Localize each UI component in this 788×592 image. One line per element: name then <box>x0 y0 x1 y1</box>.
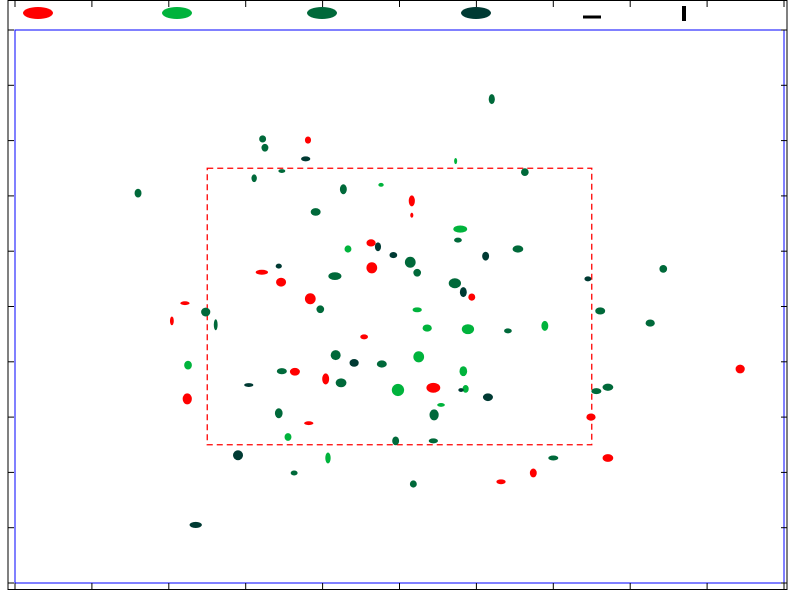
point <box>278 169 286 173</box>
legend-swatch <box>162 7 192 19</box>
point <box>378 182 384 187</box>
point <box>645 319 655 327</box>
point <box>169 316 174 326</box>
point <box>374 242 382 252</box>
point <box>504 328 512 334</box>
point <box>276 277 287 287</box>
point <box>134 188 142 198</box>
point <box>521 168 529 176</box>
point <box>233 450 244 461</box>
point <box>482 251 490 261</box>
point <box>310 208 321 216</box>
point <box>304 136 312 144</box>
point <box>182 393 192 405</box>
point <box>410 212 414 218</box>
point <box>412 307 422 313</box>
point <box>422 324 432 332</box>
region-box <box>206 167 593 446</box>
point <box>339 184 347 195</box>
point <box>284 433 292 441</box>
point <box>437 402 445 407</box>
point <box>488 94 495 105</box>
point <box>289 367 300 376</box>
point <box>454 237 462 243</box>
point <box>512 245 524 253</box>
point <box>413 268 422 277</box>
point <box>366 262 378 274</box>
point <box>496 479 506 485</box>
point <box>335 378 347 388</box>
point <box>548 455 559 461</box>
point <box>391 383 405 397</box>
point <box>349 359 359 367</box>
point <box>482 393 493 402</box>
point <box>389 252 398 259</box>
legend-swatch <box>461 7 491 19</box>
point <box>330 350 341 361</box>
point <box>251 174 257 183</box>
point <box>541 320 549 331</box>
point <box>325 452 331 464</box>
point <box>659 265 668 273</box>
point <box>428 438 438 444</box>
axes-frame <box>7 0 788 590</box>
point <box>413 351 425 363</box>
point <box>404 256 416 268</box>
legend-swatch <box>23 7 53 19</box>
point <box>454 158 458 165</box>
point <box>316 305 325 314</box>
point <box>584 276 592 282</box>
point <box>201 307 211 317</box>
point <box>328 272 342 280</box>
point <box>591 388 602 395</box>
point <box>602 383 614 391</box>
point <box>259 135 267 143</box>
point <box>408 195 415 207</box>
point <box>376 360 387 368</box>
point <box>344 245 352 253</box>
point <box>426 382 441 393</box>
point <box>261 143 269 152</box>
point <box>529 468 537 478</box>
point <box>213 319 218 331</box>
point <box>276 368 287 375</box>
plot-border <box>14 29 785 584</box>
point <box>304 293 316 305</box>
point <box>409 480 417 488</box>
point <box>304 421 314 426</box>
point <box>301 156 311 162</box>
point <box>255 269 269 275</box>
point <box>461 324 475 335</box>
point <box>459 366 468 377</box>
point <box>275 263 282 269</box>
point <box>468 293 476 301</box>
point <box>586 413 596 421</box>
point <box>322 373 330 385</box>
point <box>429 409 439 421</box>
point <box>602 454 614 462</box>
point <box>290 470 298 476</box>
point <box>392 436 400 446</box>
legend-swatch <box>307 7 337 19</box>
point <box>735 364 745 374</box>
point <box>360 334 368 340</box>
point <box>366 239 376 247</box>
point <box>458 388 464 392</box>
point <box>244 383 254 387</box>
point <box>189 521 202 528</box>
point <box>274 408 283 419</box>
point <box>453 225 468 233</box>
point <box>459 287 467 298</box>
point <box>180 301 190 306</box>
point <box>595 307 606 315</box>
point <box>462 385 469 393</box>
point <box>448 278 462 289</box>
point <box>184 360 192 370</box>
